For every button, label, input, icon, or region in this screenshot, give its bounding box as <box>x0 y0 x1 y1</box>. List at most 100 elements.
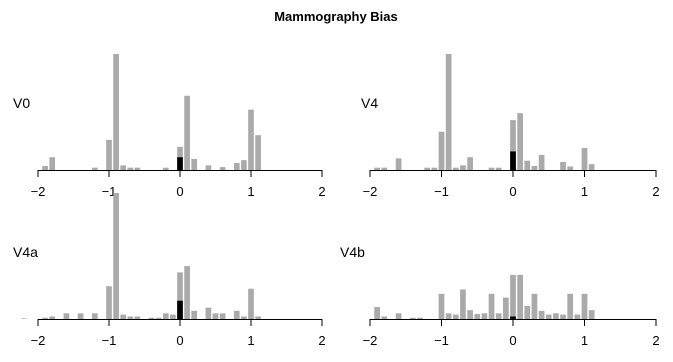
bar <box>233 163 240 170</box>
panel-label: V4b <box>340 244 365 260</box>
x-tick-label: 0 <box>176 333 183 348</box>
bar <box>502 297 509 319</box>
bar <box>20 318 27 319</box>
bar <box>191 158 198 170</box>
bar <box>381 316 388 319</box>
bar <box>488 167 495 170</box>
bar <box>452 314 459 319</box>
bar-highlight <box>177 157 183 170</box>
bar <box>205 165 212 170</box>
bar <box>127 167 134 170</box>
bar <box>49 316 56 319</box>
bar <box>495 313 502 319</box>
bar <box>445 54 452 170</box>
bar <box>517 274 524 319</box>
bar <box>410 317 416 319</box>
panels: V0 −2 −1 0 1 2 V4 −2 −1 0 1 2 V4a −2 −1 0 1 2 V4b −2 −1 0 1 2 <box>13 54 660 348</box>
bar <box>127 316 134 319</box>
bar <box>531 293 538 319</box>
bar <box>588 310 595 319</box>
x-tick-label: 0 <box>509 184 516 199</box>
bar <box>538 310 545 319</box>
bar <box>191 310 198 319</box>
bar <box>374 167 381 170</box>
x-tick-label: −2 <box>31 184 46 199</box>
bar <box>510 120 516 170</box>
bar <box>248 109 254 170</box>
x-tick-label: 2 <box>652 333 659 348</box>
bar <box>438 131 445 170</box>
bar <box>567 166 574 170</box>
bar <box>91 167 98 170</box>
bar <box>219 167 226 170</box>
x-tick-label: −1 <box>434 184 449 199</box>
bar <box>255 135 261 170</box>
bar <box>531 165 538 170</box>
panel-label: V0 <box>13 95 30 111</box>
bar <box>120 165 127 170</box>
panel-v4a: V4a −2 −1 0 1 2 <box>13 193 326 348</box>
bar <box>219 313 226 319</box>
bar <box>545 314 552 319</box>
bar <box>148 317 155 319</box>
x-tick-label: −2 <box>363 184 378 199</box>
bar <box>431 167 438 170</box>
bar <box>395 158 402 170</box>
bar <box>77 313 84 319</box>
bar <box>560 314 566 319</box>
bar <box>91 313 98 319</box>
panel-v4b: V4b −2 −1 0 1 2 <box>340 244 660 348</box>
bar <box>581 147 588 170</box>
bar <box>460 289 466 319</box>
chart-title: Mammography Bias <box>274 9 398 24</box>
x-tick-label: −1 <box>102 333 117 348</box>
bar <box>467 310 473 319</box>
bar <box>241 316 247 319</box>
bar <box>170 314 176 319</box>
bar <box>452 167 459 170</box>
x-tick-label: 0 <box>509 333 516 348</box>
bar <box>538 154 545 170</box>
bar <box>467 157 473 170</box>
bar <box>212 313 219 319</box>
bar <box>42 317 48 319</box>
bar-highlight <box>510 316 516 319</box>
bar <box>374 307 381 319</box>
bar <box>381 167 388 170</box>
bar <box>395 313 402 319</box>
x-tick-label: −1 <box>102 184 117 199</box>
x-tick-label: 0 <box>176 184 183 199</box>
panel-label: V4 <box>361 95 378 111</box>
bar <box>184 95 190 170</box>
bar-highlight <box>177 300 183 319</box>
x-tick-label: 2 <box>318 333 325 348</box>
x-tick-label: 1 <box>247 333 254 348</box>
bar <box>248 288 254 319</box>
bar <box>574 314 581 319</box>
x-tick-label: −2 <box>363 333 378 348</box>
x-tick-label: 2 <box>652 184 659 199</box>
bar <box>49 157 56 170</box>
bar <box>205 307 212 319</box>
bar <box>567 293 574 319</box>
bar <box>113 54 119 170</box>
bar <box>524 305 531 319</box>
bar <box>63 313 70 319</box>
bar <box>524 160 531 170</box>
bar <box>417 317 423 319</box>
bar <box>106 286 112 319</box>
bar-highlight <box>510 151 516 170</box>
bar <box>162 167 169 170</box>
bar <box>481 313 488 319</box>
panel-label: V4a <box>13 244 38 260</box>
bar <box>488 293 495 319</box>
bar <box>42 165 48 170</box>
panel-v4: V4 −2 −1 0 1 2 <box>361 54 660 199</box>
bar <box>445 313 452 319</box>
bar <box>177 272 183 319</box>
bar <box>155 317 162 319</box>
x-tick-label: −2 <box>31 333 46 348</box>
bar <box>553 313 559 319</box>
bar <box>134 167 141 170</box>
